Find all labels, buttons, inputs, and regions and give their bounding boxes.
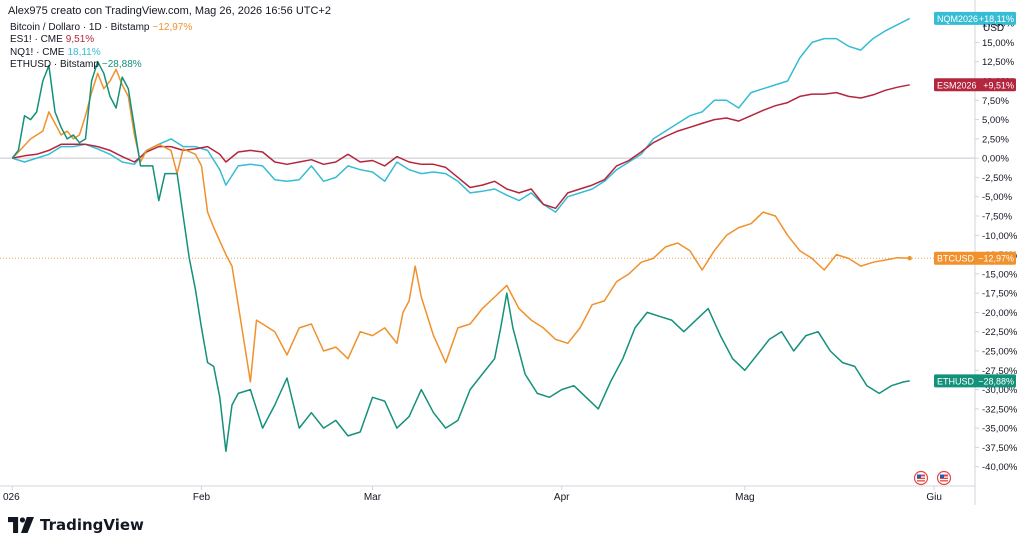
legend-item-es[interactable]: ES1! · CME 9,51% bbox=[10, 34, 192, 46]
us-flag-icon[interactable] bbox=[913, 470, 929, 486]
chart-grid bbox=[0, 157, 975, 259]
x-tick-label: Apr bbox=[554, 492, 570, 503]
price-tag-bg bbox=[934, 251, 1016, 265]
price-tag-es: ESM2026 +9,51% bbox=[934, 78, 1016, 92]
y-tick-label: -10,00% bbox=[982, 231, 1018, 242]
y-tick-label: 7,50% bbox=[982, 96, 1009, 107]
x-tick-label: Feb bbox=[193, 492, 211, 503]
y-tick-label: -15,00% bbox=[982, 269, 1018, 280]
y-tick-label: 15,00% bbox=[982, 38, 1015, 49]
x-tick-label: Mar bbox=[364, 492, 382, 503]
price-tag-symbol: NQM2026 bbox=[937, 14, 978, 24]
tradingview-logo-icon bbox=[8, 517, 34, 533]
y-tick-label: -30,00% bbox=[982, 385, 1018, 396]
btc-last-point bbox=[907, 255, 912, 261]
x-tick-label: 026 bbox=[3, 492, 20, 503]
y-tick-label: -17,50% bbox=[982, 289, 1018, 300]
y-tick-label: 2,50% bbox=[982, 134, 1009, 145]
price-tag-bg bbox=[934, 374, 1016, 388]
y-tick-label: -20,00% bbox=[982, 308, 1018, 319]
legend-item-eth[interactable]: ETHUSD · Bitstamp −28,88% bbox=[10, 59, 192, 71]
time-axis: 026 Feb Mar Apr Mag Giu bbox=[0, 485, 975, 503]
legend-name: NQ1! · CME bbox=[10, 46, 65, 58]
y-tick-label: -7,50% bbox=[982, 212, 1013, 223]
flag-stripe bbox=[940, 479, 948, 481]
legend-item-btc[interactable]: Bitcoin / Dollaro · 1D · Bitstamp −12,97% bbox=[10, 22, 192, 34]
y-tick-label: -2,50% bbox=[982, 173, 1013, 184]
price-tag-value: −12,97% bbox=[978, 254, 1014, 264]
price-tag-value: +18,11% bbox=[979, 14, 1014, 24]
legend-value: −12,97% bbox=[152, 22, 193, 33]
y-tick-label: -37,50% bbox=[982, 443, 1018, 454]
flag-stripe bbox=[917, 479, 925, 481]
series-line-btc bbox=[11, 68, 910, 383]
economic-events[interactable] bbox=[913, 470, 952, 486]
price-tag-eth: ETHUSD −28,88% bbox=[934, 374, 1016, 388]
price-tag-symbol: BTCUSD bbox=[937, 254, 975, 264]
y-tick-label: -32,50% bbox=[982, 404, 1018, 415]
price-tag-symbol: ESM2026 bbox=[937, 80, 977, 90]
x-tick-label: Giu bbox=[926, 492, 942, 503]
y-tick-label: 12,50% bbox=[982, 57, 1015, 68]
tradingview-logo: TradingView bbox=[8, 516, 144, 534]
legend-name: Bitcoin / Dollaro · 1D · Bitstamp bbox=[10, 22, 150, 33]
y-tick-label: -5,00% bbox=[982, 192, 1013, 203]
price-tag-value: +9,51% bbox=[983, 80, 1014, 90]
series-line-es bbox=[12, 84, 910, 210]
price-tag-btc: BTCUSD −12,97% bbox=[934, 251, 1016, 265]
price-tag-symbol: ETHUSD bbox=[937, 376, 975, 386]
legend-name: ES1! · CME bbox=[10, 34, 63, 46]
price-tag-value: −28,88% bbox=[978, 376, 1014, 386]
y-tick-label: -35,00% bbox=[982, 424, 1018, 435]
legend-name: ETHUSD · Bitstamp bbox=[10, 58, 99, 70]
price-tag-bg bbox=[934, 78, 1016, 92]
brand-name: TradingView bbox=[40, 516, 144, 534]
y-tick-label: 5,00% bbox=[982, 115, 1009, 126]
y-tick-label: 0,00% bbox=[982, 154, 1009, 165]
legend-value: 9,51% bbox=[65, 34, 95, 46]
series-line-nq bbox=[12, 17, 911, 213]
flag-canton bbox=[940, 474, 944, 478]
y-tick-label: -27,50% bbox=[982, 366, 1018, 377]
x-tick-label: Mag bbox=[735, 492, 754, 503]
price-tag-bg bbox=[934, 11, 1016, 25]
y-tick-label: -22,50% bbox=[982, 327, 1018, 338]
legend: Bitcoin / Dollaro · 1D · Bitstamp −12,97%… bbox=[10, 22, 192, 71]
series-line-eth bbox=[11, 60, 910, 453]
y-tick-label: -40,00% bbox=[982, 462, 1018, 473]
price-tag-nq: NQM2026 +18,11% bbox=[934, 11, 1016, 25]
y-tick-label: -25,00% bbox=[982, 347, 1018, 358]
legend-item-nq[interactable]: NQ1! · CME 18,11% bbox=[10, 47, 192, 59]
flag-canton bbox=[917, 474, 921, 478]
axis-unit: USD bbox=[983, 23, 1005, 34]
series-layer bbox=[11, 17, 912, 453]
legend-value: −28,88% bbox=[101, 58, 142, 70]
chart-credit: Alex975 creato con TradingView.com, Mag … bbox=[8, 5, 331, 17]
us-flag-icon[interactable] bbox=[936, 470, 952, 486]
legend-value: 18,11% bbox=[67, 46, 101, 58]
price-tags: NQM2026 +18,11% ESM2026 +9,51% BTCUSD −12,97%… bbox=[934, 11, 1016, 388]
